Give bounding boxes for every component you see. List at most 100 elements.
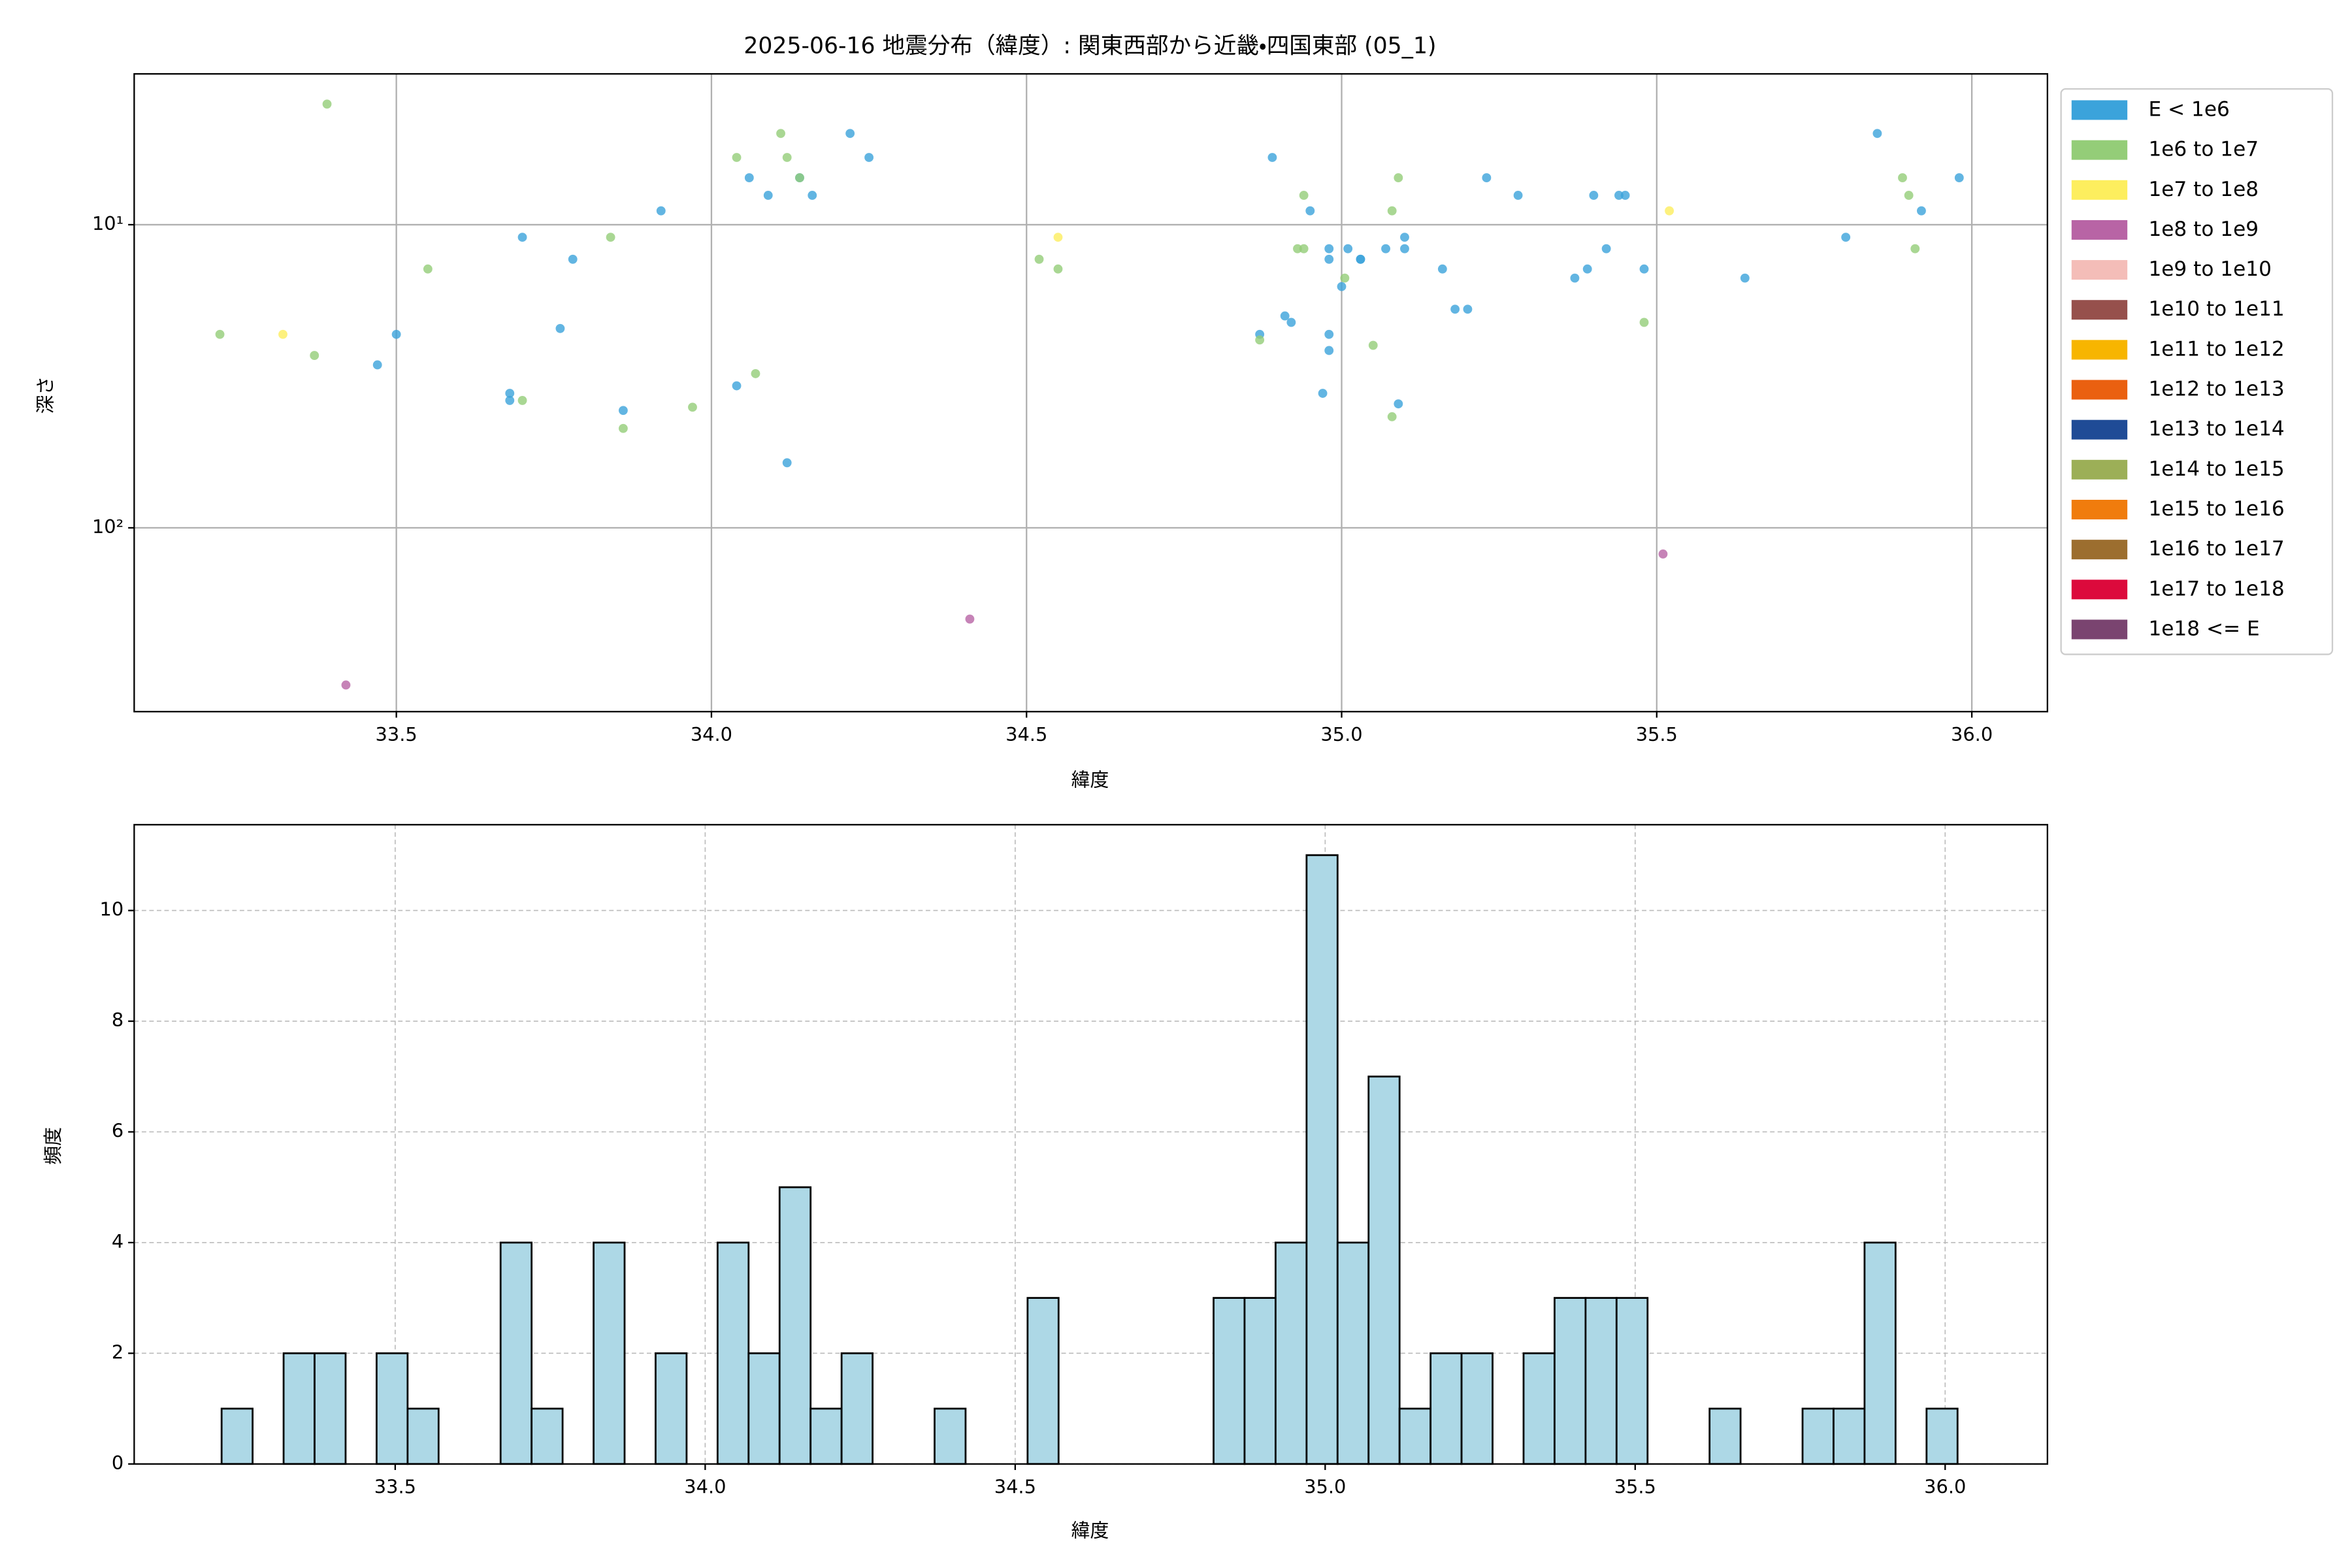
y-tick-label: 10¹	[92, 212, 123, 235]
scatter-point	[322, 99, 332, 109]
scatter-point	[618, 406, 628, 416]
y-tick-label: 0	[112, 1452, 123, 1474]
histogram-bar	[809, 1407, 843, 1465]
legend-label: 1e8 to 1e9	[2148, 218, 2259, 241]
legend-swatch	[2071, 180, 2128, 200]
scatter-point	[1400, 233, 1409, 242]
scatter-point	[568, 254, 578, 264]
histogram-bar	[406, 1407, 440, 1465]
scatter-point	[1299, 244, 1309, 253]
scatter-point	[1639, 318, 1649, 327]
scatter-point	[1620, 191, 1630, 200]
y-tick-label: 8	[112, 1009, 123, 1031]
scatter-point	[1658, 549, 1668, 559]
scatter-point	[1639, 264, 1649, 274]
scatter-point	[278, 329, 287, 339]
scatter-point	[688, 402, 697, 412]
scatter-point	[1053, 233, 1063, 242]
legend-label: 1e12 to 1e13	[2148, 378, 2284, 401]
histogram-bar	[593, 1241, 626, 1465]
scatter-point	[372, 360, 382, 370]
scatter-point	[1387, 412, 1397, 421]
scatter-point	[965, 614, 975, 624]
scatter-point	[808, 191, 817, 200]
histogram-bar	[840, 1352, 874, 1465]
histogram-bar	[1522, 1352, 1556, 1465]
histogram-bar	[934, 1407, 967, 1465]
scatter-point	[1570, 273, 1580, 283]
histogram-bar	[1615, 1297, 1649, 1465]
scatter-point	[1437, 264, 1447, 274]
histogram-bar	[655, 1352, 688, 1465]
x-tick-label: 36.0	[1924, 1476, 1966, 1498]
scatter-point	[845, 129, 855, 139]
histogram-bar	[282, 1352, 316, 1465]
legend-swatch	[2071, 540, 2128, 560]
histogram-bar	[499, 1241, 533, 1465]
scatter-point	[215, 329, 225, 339]
scatter-point	[1286, 318, 1296, 327]
scatter-point	[341, 680, 351, 690]
scatter-point	[1740, 273, 1750, 283]
scatter-point	[1601, 244, 1611, 253]
scatter-point	[517, 396, 527, 405]
legend-label: 1e6 to 1e7	[2148, 138, 2259, 161]
x-tick-label: 35.5	[1614, 1476, 1656, 1498]
plot-frame	[133, 824, 2048, 1465]
legend-label: 1e17 to 1e18	[2148, 577, 2284, 600]
scatter-point	[1305, 206, 1315, 216]
scatter-point	[1034, 254, 1044, 264]
histogram-bar	[1305, 854, 1339, 1465]
x-axis-label: 緯度	[1071, 1520, 1109, 1542]
histogram-bar	[1275, 1241, 1308, 1465]
scatter-point	[782, 458, 792, 468]
histogram-bar	[747, 1352, 781, 1465]
x-tick-label: 35.0	[1304, 1476, 1346, 1498]
histogram-bar	[778, 1186, 812, 1465]
plot-frame	[133, 73, 2048, 713]
scatter-point	[732, 381, 742, 391]
scatter-point	[1368, 340, 1378, 350]
scatter-point	[1898, 173, 1907, 182]
histogram-bar	[1460, 1352, 1494, 1465]
scatter-point	[1343, 244, 1353, 253]
legend-label: 1e13 to 1e14	[2148, 417, 2284, 441]
legend-swatch	[2071, 220, 2128, 240]
x-tick-label: 35.0	[1320, 723, 1362, 745]
legend-label: 1e14 to 1e15	[2148, 457, 2284, 481]
histogram-bar	[1243, 1297, 1277, 1465]
scatter-point	[1582, 264, 1592, 274]
scatter-point	[618, 423, 628, 433]
scatter-point	[1318, 389, 1328, 398]
x-tick-label: 34.5	[1005, 723, 1047, 745]
scatter-point	[391, 329, 401, 339]
histogram-bar	[1398, 1407, 1432, 1465]
x-tick-label: 34.0	[691, 723, 732, 745]
scatter-point	[1340, 273, 1350, 283]
x-tick-label: 35.5	[1636, 723, 1678, 745]
x-tick-label: 33.5	[374, 1476, 416, 1498]
histogram-bar	[1708, 1407, 1742, 1465]
scatter-point	[744, 173, 754, 182]
legend-label: 1e11 to 1e12	[2148, 337, 2284, 361]
histogram-bar	[1584, 1297, 1618, 1465]
legend-swatch	[2071, 459, 2128, 480]
legend-label: 1e15 to 1e16	[2148, 497, 2284, 521]
scatter-point	[1665, 206, 1674, 216]
legend-label: 1e9 to 1e10	[2148, 257, 2271, 281]
scatter-point	[1614, 191, 1624, 200]
histogram-bar	[376, 1352, 409, 1465]
legend-swatch	[2071, 419, 2128, 440]
scatter-point	[1324, 346, 1334, 355]
scatter-point	[776, 129, 785, 139]
legend-swatch	[2071, 580, 2128, 600]
scatter-point	[1589, 191, 1599, 200]
histogram-bar	[1336, 1241, 1370, 1465]
chart-title: 2025-06-16 地震分布（緯度）: 関東西部から近畿・四国東部 (05_1…	[743, 33, 1436, 59]
histogram-bar	[1554, 1297, 1587, 1465]
scatter-point	[1299, 191, 1309, 200]
